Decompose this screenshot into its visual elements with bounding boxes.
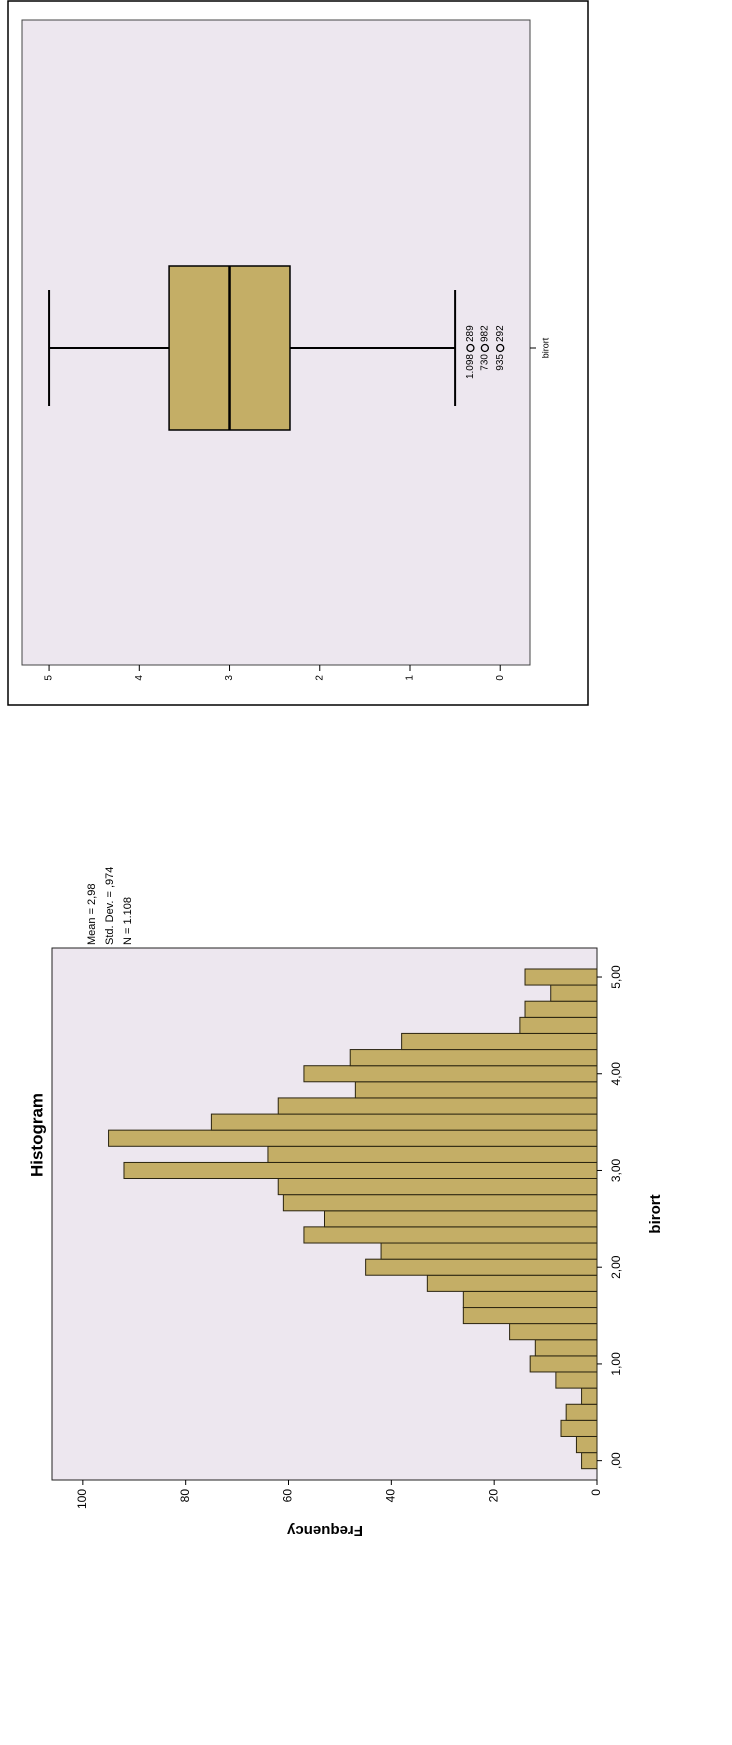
x-tick-label: 5,00 xyxy=(609,965,623,989)
bar xyxy=(210,1113,598,1131)
y-tick-label: 100 xyxy=(75,1489,89,1509)
y-tick-label: 0 xyxy=(495,675,506,681)
bar xyxy=(324,1210,598,1228)
stat-label: Std. Dev. = ,974 xyxy=(104,867,116,945)
outlier-label: 935 xyxy=(495,354,506,371)
category-label: birort xyxy=(540,337,550,358)
y-tick-label: 4 xyxy=(134,675,145,681)
bar xyxy=(349,1049,598,1067)
y-tick-label: 2 xyxy=(314,675,325,681)
outlier xyxy=(496,343,505,353)
bar xyxy=(282,1194,598,1212)
bar xyxy=(277,1178,598,1196)
bar xyxy=(267,1145,598,1163)
x-tick-label: 3,00 xyxy=(609,1158,623,1182)
y-tick-label: 40 xyxy=(384,1489,398,1503)
histogram: Histogram birort Frequency 0 20 40 60 80 100,… xyxy=(27,867,663,1539)
x-tick-label: ,00 xyxy=(609,1452,623,1469)
bar xyxy=(303,1065,598,1083)
boxplot-frame xyxy=(7,0,589,706)
bar xyxy=(401,1032,598,1051)
stat-label: N = 1.108 xyxy=(122,897,134,945)
bar xyxy=(426,1274,598,1292)
y-tick-label: 20 xyxy=(486,1489,500,1503)
y-tick-label: 5 xyxy=(44,675,55,681)
outlier-label: 289 xyxy=(465,325,476,342)
outlier xyxy=(480,343,490,353)
bar xyxy=(462,1290,598,1309)
y-tick-label: 1 xyxy=(405,675,416,681)
y-tick-label: 80 xyxy=(178,1489,192,1503)
x-tick-label: 4,00 xyxy=(609,1062,623,1086)
bar xyxy=(534,1339,598,1357)
bar xyxy=(524,968,598,986)
bar xyxy=(365,1258,598,1276)
bar xyxy=(555,1371,598,1389)
bar xyxy=(519,1016,598,1034)
x-tick-label: 2,00 xyxy=(609,1255,623,1279)
stat-label: Mean = 2,98 xyxy=(86,884,98,945)
bar xyxy=(560,1419,598,1437)
bar xyxy=(380,1242,598,1260)
bar xyxy=(575,1435,598,1454)
outlier xyxy=(466,343,475,353)
bar xyxy=(565,1403,598,1421)
outlier-label: 982 xyxy=(480,325,491,342)
outlier-label: 292 xyxy=(495,325,506,342)
bar xyxy=(581,1452,598,1470)
bar xyxy=(123,1161,598,1180)
x-tick-label: 1,00 xyxy=(609,1352,623,1376)
bar xyxy=(462,1307,598,1325)
bar xyxy=(108,1129,598,1147)
bar xyxy=(529,1355,598,1373)
outlier-label: 1.098 xyxy=(465,354,476,379)
bar xyxy=(581,1387,598,1405)
boxplot: birort 0 1 2 3 4 5 1.098 289 730 982 935 292 xyxy=(21,19,550,681)
bar xyxy=(524,1000,598,1018)
bar xyxy=(354,1081,598,1099)
y-tick-label: 3 xyxy=(224,675,235,681)
bar xyxy=(550,984,598,1002)
y-tick-label: 0 xyxy=(589,1489,603,1496)
outlier-label: 730 xyxy=(480,354,491,371)
y-tick-label: 60 xyxy=(281,1489,295,1503)
bar xyxy=(303,1226,598,1244)
y-axis-label: Frequency xyxy=(286,1522,363,1539)
chart-title: Histogram xyxy=(27,1093,46,1177)
bar xyxy=(509,1323,598,1341)
x-axis-label: birort xyxy=(647,1194,664,1233)
bar xyxy=(277,1097,598,1115)
